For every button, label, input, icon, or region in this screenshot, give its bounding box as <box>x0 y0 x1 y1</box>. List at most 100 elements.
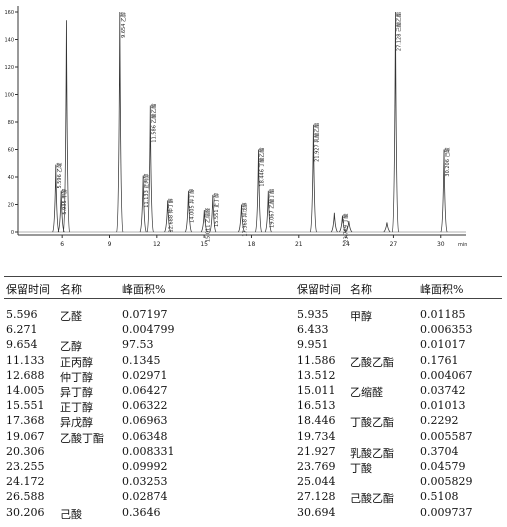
peak-label: 30.206 己酸 <box>444 148 451 177</box>
peak <box>139 175 147 233</box>
peak <box>62 20 71 233</box>
table-cell: 0.004799 <box>122 323 175 337</box>
x-tick-label: 27 <box>390 241 398 248</box>
peak <box>264 190 272 233</box>
peak <box>164 200 172 233</box>
y-tick-label: 60 <box>8 148 14 154</box>
table-rule <box>4 298 502 299</box>
table-cell: 12.688 <box>6 368 45 382</box>
table-cell: 18.446 <box>297 414 336 428</box>
x-tick-label: 12 <box>153 241 161 248</box>
table-cell: 24.172 <box>6 475 45 489</box>
table-cell: 0.03742 <box>420 384 466 397</box>
table-cell: 甲醇 <box>350 310 372 323</box>
peak-label: 11.586 乙酸乙酯 <box>150 104 157 143</box>
y-tick-label: 100 <box>4 93 14 99</box>
header-cell: 名称 <box>350 283 372 296</box>
peak-label: 14.005 异丁醇 <box>188 189 195 223</box>
table-cell: 6.433 <box>297 323 329 337</box>
table-cell: 0.06322 <box>122 399 168 413</box>
x-tick-label: 6 <box>60 241 64 248</box>
table-cell: 乙醇 <box>60 340 82 354</box>
peak <box>383 222 391 233</box>
peak <box>330 212 338 233</box>
peak-label: 12.688 仲丁醇 <box>168 198 175 232</box>
peak-label: 9.654 乙醇 <box>120 12 127 38</box>
x-tick-label: 30 <box>437 241 445 248</box>
peak-label: 15.551 正丁醇 <box>213 193 220 227</box>
table-cell: 15.011 <box>297 384 336 397</box>
table-cell: 0.3704 <box>420 444 459 458</box>
table-cell: 0.5108 <box>420 490 459 504</box>
table-cell: 9.951 <box>297 338 329 352</box>
table-cell: 己酸 <box>60 507 82 521</box>
table-cell: 23.769 <box>297 460 336 473</box>
peak-label: 27.128 己酸乙酯 <box>395 12 402 51</box>
table-cell: 0.01013 <box>420 399 466 413</box>
table-cell: 乙缩醛 <box>350 386 383 399</box>
table-cell: 0.004067 <box>420 368 473 382</box>
y-tick-label: 0 <box>11 230 14 236</box>
table-cell: 19.734 <box>297 429 336 443</box>
table-cell: 0.03253 <box>122 475 168 489</box>
table-cell: 0.02874 <box>122 490 168 504</box>
x-tick-label: 15 <box>200 241 208 248</box>
x-tick-label: 18 <box>248 241 256 248</box>
y-tick-label: 40 <box>8 175 14 181</box>
table-cell: 异戊醇 <box>60 416 93 430</box>
table-cell: 0.06963 <box>122 414 168 428</box>
y-tick-label: 140 <box>4 38 14 44</box>
header-cell: 保留时间 <box>6 283 50 296</box>
table-cell: 9.654 <box>6 338 38 352</box>
table-cell: 17.368 <box>6 414 45 428</box>
table-cell: 30.694 <box>297 505 336 519</box>
table-cell: 0.01185 <box>420 308 466 321</box>
table-cell: 0.06427 <box>122 384 168 397</box>
peak-label: 23.769 丁酸 <box>342 214 349 243</box>
table-cell: 5.935 <box>297 308 329 321</box>
table-cell: 30.206 <box>6 505 45 519</box>
x-tick-label: 21 <box>295 241 303 248</box>
peak <box>146 105 154 233</box>
table-cell: 23.255 <box>6 460 45 473</box>
table-cell: 0.06348 <box>122 429 168 443</box>
peak <box>209 194 217 233</box>
table-cell: 20.306 <box>6 444 45 458</box>
table-cell: 19.067 <box>6 429 45 443</box>
peak-label: 18.446 丁酸乙酯 <box>259 148 266 187</box>
peak-label: 11.133 正丙醇 <box>143 174 150 208</box>
table-cell: 己酸乙酯 <box>350 492 394 506</box>
header-cell: 保留时间 <box>297 283 341 296</box>
peak-label: 21.927 乳酸乙酯 <box>313 123 320 162</box>
peak <box>52 164 60 233</box>
table-cell: 0.3646 <box>122 505 161 519</box>
peak-label: 19.067 乙酸丁酯 <box>268 189 275 228</box>
table-cell: 0.04579 <box>420 460 466 473</box>
table-cell: 0.07197 <box>122 308 168 321</box>
table-cell: 丁酸乙酯 <box>350 416 394 430</box>
peak <box>440 149 448 233</box>
peak <box>184 190 192 233</box>
peak <box>200 209 208 233</box>
table-cell: 14.005 <box>6 384 45 397</box>
table-cell: 正丙醇 <box>60 355 93 369</box>
table-cell: 正丁醇 <box>60 401 93 415</box>
header-cell: 峰面积% <box>420 283 464 296</box>
table-rule <box>4 276 502 277</box>
peak-label: 5.596 乙醛 <box>56 163 63 189</box>
table-cell: 异丁醇 <box>60 386 93 399</box>
table-cell: 乳酸乙酯 <box>350 446 394 460</box>
peak <box>391 11 400 233</box>
header-cell: 峰面积% <box>122 283 166 296</box>
y-tick-label: 20 <box>8 203 14 209</box>
table-cell: 5.596 <box>6 308 38 321</box>
peak <box>345 220 353 233</box>
peak <box>237 204 246 233</box>
peak-label: 15.011 乙缩醛 <box>204 208 211 242</box>
peak <box>116 11 124 233</box>
table-cell: 27.128 <box>297 490 336 504</box>
peak <box>309 124 317 233</box>
y-tick-label: 80 <box>8 120 14 126</box>
table-cell: 乙酸丁酯 <box>60 431 104 445</box>
